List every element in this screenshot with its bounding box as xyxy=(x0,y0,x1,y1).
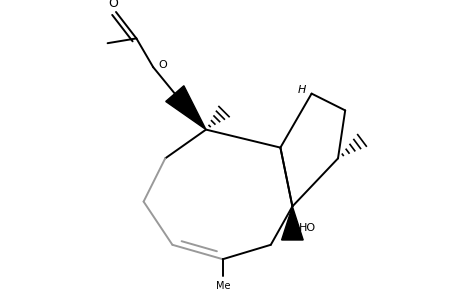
Polygon shape xyxy=(165,86,206,130)
Text: O: O xyxy=(157,60,166,70)
Text: H: H xyxy=(297,85,305,95)
Text: Me: Me xyxy=(215,281,230,291)
Text: O: O xyxy=(108,0,118,10)
Text: HO: HO xyxy=(298,223,315,233)
Polygon shape xyxy=(281,206,302,240)
